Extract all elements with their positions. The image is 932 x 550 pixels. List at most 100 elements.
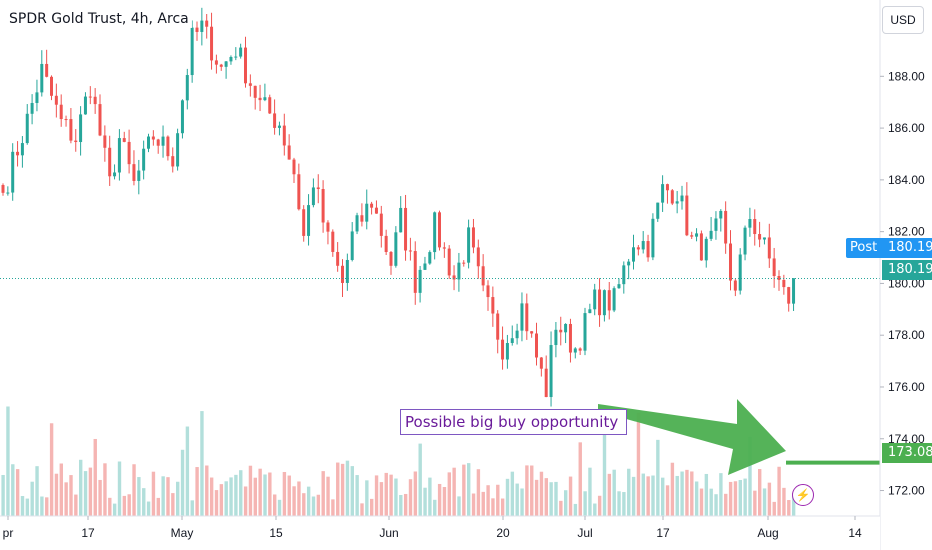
candle-body (190, 27, 194, 76)
lightning-icon[interactable]: ⚡ (792, 484, 814, 506)
volume-bar (6, 406, 10, 516)
volume-bar (122, 495, 127, 516)
price-tick-label: 178.00 (888, 328, 925, 342)
volume-bar (627, 468, 631, 516)
candle-body (258, 97, 262, 101)
candle-body (98, 104, 102, 136)
volume-bar (40, 496, 44, 516)
volume-bar (59, 463, 63, 516)
candle-body (214, 60, 218, 65)
candle-body (593, 289, 597, 310)
volume-bar (651, 475, 655, 516)
time-tick-label: Jul (577, 526, 592, 540)
volume-bar (297, 481, 301, 516)
candle-body (777, 276, 781, 280)
volume-bar (719, 473, 723, 516)
candle-body (462, 262, 466, 264)
volume-bar (437, 483, 442, 516)
volume-bar (394, 478, 398, 516)
candle-body (641, 241, 645, 250)
candle-body (515, 330, 519, 339)
volume-bar (263, 474, 267, 516)
candle-body (413, 251, 417, 293)
candle-body (210, 26, 214, 61)
volume-bar (661, 477, 665, 516)
volume-bar (578, 442, 582, 516)
candle-body (438, 212, 441, 248)
candle-body (341, 265, 344, 283)
volume-bar (428, 477, 432, 516)
candle-body (394, 232, 398, 266)
candle-body (171, 156, 175, 167)
candle-body (656, 202, 660, 219)
volume-bar (496, 484, 500, 516)
volume-bar (340, 463, 345, 516)
volume-bar (370, 498, 374, 516)
volume-bar (447, 472, 451, 516)
volume-bar (728, 481, 733, 516)
candle-body (554, 329, 558, 346)
candle-body (244, 47, 247, 84)
volume-bar (685, 469, 689, 516)
volume-bar (190, 500, 194, 516)
candle-body (758, 234, 762, 240)
candle-body (602, 290, 606, 316)
candle-body (564, 323, 568, 333)
candle-body (151, 136, 155, 140)
volume-bar (248, 465, 253, 516)
volume-bar (724, 493, 728, 516)
volume-bar (234, 474, 238, 516)
price-tick-label: 186.00 (888, 121, 925, 135)
candle-body (651, 218, 655, 258)
volume-bar (219, 484, 224, 516)
volume-bar (777, 466, 781, 516)
volume-bar (787, 500, 791, 516)
candle-body (636, 247, 640, 250)
volume-bar (273, 494, 277, 516)
candle-body (74, 140, 78, 143)
volume-bar (287, 475, 291, 516)
candle-body (530, 331, 534, 334)
candle-body (195, 27, 199, 32)
volume-bar (379, 482, 384, 516)
volume-bar (694, 481, 699, 516)
candle-body (253, 85, 257, 98)
volume-bar (656, 439, 660, 516)
candle-body (331, 231, 335, 252)
candle-body (103, 135, 107, 148)
volume-bar (753, 490, 757, 516)
volume-bar (583, 491, 587, 516)
candle-body (234, 56, 238, 58)
candle-body (370, 203, 374, 208)
volume-bar (316, 494, 321, 516)
currency-button[interactable]: USD (882, 6, 924, 34)
candle-body (132, 164, 136, 181)
candle-body (345, 259, 349, 283)
candle-body (447, 248, 451, 276)
volume-bar (93, 438, 97, 516)
volume-bar (229, 477, 233, 516)
annotation-box[interactable]: Possible big buy opportunity (400, 409, 627, 435)
volume-bar (360, 503, 364, 516)
candle-body (607, 290, 611, 311)
candle-body (535, 333, 538, 358)
candle-body (311, 187, 315, 206)
volume-bar (704, 473, 709, 516)
volume-bar (365, 480, 369, 516)
volume-bar (306, 486, 311, 516)
volume-bar (534, 479, 539, 516)
candle-body (792, 278, 796, 304)
candle-body (1, 185, 5, 193)
candle-body (476, 247, 480, 267)
post-label-tag: Post (846, 238, 882, 258)
volume-bar (782, 487, 786, 516)
candle-body (142, 148, 146, 171)
volume-bar (374, 475, 379, 516)
volume-bar (384, 472, 388, 516)
volume-bar (15, 469, 20, 516)
volume-bar (137, 477, 141, 516)
volume-bar (239, 470, 243, 516)
volume-bar (530, 465, 534, 516)
candle-body (665, 184, 669, 191)
